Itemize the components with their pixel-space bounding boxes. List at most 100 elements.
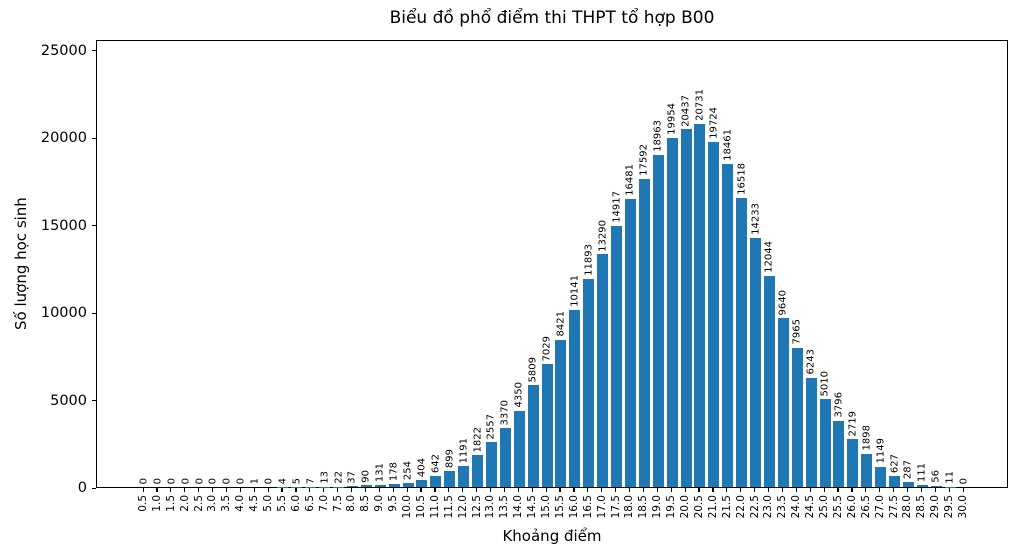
y-tick-label: 0 — [77, 480, 87, 496]
bar-value-label: 899 — [444, 449, 456, 469]
bar — [472, 455, 484, 487]
x-axis-tick — [642, 488, 645, 492]
bar-value-label: 18461 — [722, 129, 734, 161]
bar-value-label: 20437 — [680, 94, 692, 127]
x-axis-tick — [323, 488, 325, 492]
x-tick-label: 11.0 — [428, 495, 441, 519]
x-axis-tick — [767, 488, 770, 492]
y-axis-tick — [92, 400, 96, 402]
bar-value-label: 19724 — [708, 107, 720, 139]
bar — [930, 486, 942, 487]
x-tick-label: 12.5 — [470, 495, 483, 519]
y-axis-label: Số lượng học sinh — [12, 197, 30, 331]
bar-value-label: 90 — [360, 469, 372, 483]
bar-value-label: 7 — [305, 477, 317, 484]
bar-value-label: 18963 — [652, 120, 664, 153]
x-tick-label: 6.5 — [303, 495, 316, 512]
x-tick-label: 21.0 — [706, 495, 719, 519]
bar-value-label: 642 — [430, 453, 442, 473]
x-axis-tick — [295, 488, 297, 492]
bar — [624, 198, 636, 487]
bar-value-label: 13 — [319, 471, 331, 484]
bar-value-label: 37 — [346, 470, 358, 484]
x-axis-tick — [170, 488, 172, 492]
bar-value-label: 4 — [277, 477, 289, 484]
x-axis-tick — [809, 488, 811, 492]
x-tick-label: 10.5 — [414, 495, 427, 519]
x-axis-tick — [142, 488, 144, 492]
bar — [555, 339, 567, 487]
x-axis-tick — [837, 488, 839, 492]
bar-value-label: 1191 — [458, 437, 470, 464]
bar — [819, 399, 831, 487]
x-axis-tick — [573, 488, 575, 492]
x-axis-tick — [601, 488, 603, 492]
bar-value-label: 20731 — [694, 89, 706, 122]
y-axis-tick — [92, 137, 96, 139]
x-tick-label: 26.0 — [845, 495, 858, 519]
x-tick-label: 4.5 — [248, 495, 261, 512]
bar-value-label: 178 — [388, 461, 400, 481]
x-axis-tick — [239, 488, 241, 492]
x-axis-tick — [503, 488, 506, 492]
x-axis-tick — [615, 488, 617, 492]
bar-value-label: 11 — [944, 471, 956, 484]
x-tick-label: 17.0 — [595, 495, 608, 519]
x-axis-tick — [920, 488, 922, 492]
bar — [611, 226, 623, 487]
x-tick-label: 10.0 — [401, 495, 414, 519]
x-tick-label: 13.0 — [484, 495, 497, 519]
x-axis-tick — [893, 488, 895, 492]
y-axis-tick — [92, 225, 96, 227]
bar — [569, 309, 581, 487]
bar-value-label: 5809 — [527, 356, 539, 383]
x-axis-tick — [350, 488, 353, 492]
x-axis-tick — [420, 488, 422, 492]
bar — [736, 197, 748, 487]
bar — [444, 471, 456, 487]
x-tick-label: 1.0 — [150, 495, 163, 512]
x-tick-label: 15.5 — [553, 495, 566, 519]
bar — [763, 276, 775, 487]
x-tick-label: 5.5 — [275, 495, 288, 512]
bar-value-label: 8421 — [555, 311, 567, 337]
x-axis-tick — [448, 488, 450, 492]
bar — [541, 364, 553, 487]
bar-value-label: 4350 — [513, 382, 525, 408]
bar-value-label: 6243 — [805, 349, 817, 375]
y-axis-tick — [92, 487, 96, 489]
bar-value-label: 0 — [235, 477, 247, 484]
x-tick-label: 12.0 — [456, 495, 469, 519]
x-axis-tick — [865, 488, 867, 492]
bar-value-label: 11893 — [583, 244, 595, 276]
x-axis-tick — [406, 488, 408, 492]
bar-value-label: 627 — [889, 453, 900, 473]
x-tick-label: 8.0 — [345, 495, 358, 512]
bar-value-label: 0 — [152, 477, 164, 484]
bar — [513, 410, 525, 487]
x-tick-label: 29.5 — [943, 495, 956, 519]
x-axis-tick — [309, 488, 311, 492]
bar — [652, 155, 664, 487]
bar-value-label: 16518 — [736, 163, 748, 195]
x-axis-tick — [712, 488, 714, 492]
bar-value-label: 14233 — [750, 203, 762, 235]
x-axis-tick — [879, 488, 881, 492]
x-axis-tick — [628, 488, 631, 492]
bar — [833, 420, 845, 487]
x-axis-tick — [476, 488, 478, 492]
x-tick-label: 28.0 — [901, 495, 914, 519]
x-tick-label: 13.5 — [498, 495, 511, 519]
bar — [499, 428, 511, 487]
x-axis-tick — [698, 488, 700, 492]
x-axis-tick — [948, 488, 950, 492]
bar-value-label: 22 — [333, 470, 345, 484]
x-tick-label: 30.0 — [957, 495, 969, 519]
x-tick-label: 9.5 — [387, 495, 400, 512]
y-tick-label: 20000 — [40, 130, 87, 146]
x-tick-label: 11.5 — [442, 495, 455, 519]
bar-value-label: 287 — [902, 459, 914, 479]
x-axis-tick — [851, 488, 853, 492]
x-axis-tick — [656, 488, 658, 492]
x-tick-label: 25.0 — [818, 495, 831, 519]
